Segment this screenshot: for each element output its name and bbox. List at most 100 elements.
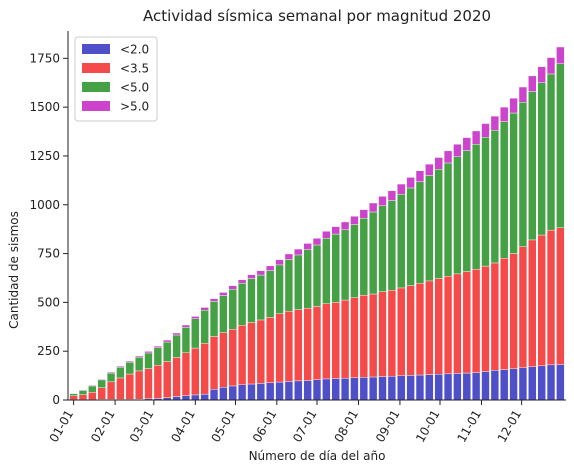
y-tick-label-1750: 1750 bbox=[29, 51, 60, 65]
bar-segment-s2-w12 bbox=[172, 334, 181, 358]
bar-segment-s0-w39 bbox=[425, 374, 434, 401]
bar-segment-s2-w18 bbox=[228, 289, 237, 330]
bar-segment-s3-w20 bbox=[247, 274, 256, 279]
legend-label-0: <2.0 bbox=[120, 43, 149, 57]
bar-segment-s2-w13 bbox=[181, 327, 191, 353]
bar-segment-s1-w30 bbox=[340, 299, 350, 379]
bar-segment-s0-w19 bbox=[237, 384, 247, 401]
bar-segment-s3-w43 bbox=[462, 137, 471, 151]
bar-segment-s1-w18 bbox=[228, 329, 237, 387]
bar-segment-s2-w2 bbox=[78, 390, 88, 395]
bar-segment-s3-w2 bbox=[78, 389, 88, 391]
bar-segment-s0-w49 bbox=[518, 367, 528, 401]
bar-segment-s2-w9 bbox=[144, 352, 153, 369]
bar-segment-s3-w53 bbox=[556, 46, 565, 64]
bar-segment-s3-w13 bbox=[181, 324, 191, 328]
bar-segment-s1-w52 bbox=[546, 229, 556, 366]
bar-segment-s2-w33 bbox=[369, 211, 378, 295]
y-tick-label-250: 250 bbox=[37, 344, 60, 358]
y-tick-label-1500: 1500 bbox=[29, 100, 60, 114]
bar-segment-s3-w5 bbox=[106, 371, 116, 374]
bar-segment-s2-w4 bbox=[97, 379, 106, 388]
bar-segment-s1-w12 bbox=[172, 357, 181, 397]
bar-segment-s1-w21 bbox=[256, 319, 265, 384]
bar-segment-s2-w21 bbox=[256, 274, 265, 321]
bar-segment-s2-w36 bbox=[397, 194, 406, 289]
bar-segment-s0-w27 bbox=[312, 379, 322, 401]
bar-segment-s1-w53 bbox=[556, 227, 565, 365]
bar-segment-s2-w41 bbox=[443, 162, 453, 277]
bar-segment-s3-w37 bbox=[406, 177, 415, 189]
bar-segment-s1-w10 bbox=[153, 365, 162, 399]
bar-segment-s2-w48 bbox=[509, 112, 518, 254]
bar-segment-s0-w38 bbox=[415, 374, 425, 401]
x-axis-label: Número de día del año bbox=[249, 449, 386, 463]
bar-segment-s3-w16 bbox=[209, 298, 219, 302]
bar-segment-s1-w14 bbox=[191, 347, 200, 396]
x-tick-label-04-01: 04-01 bbox=[168, 408, 198, 445]
bar-segment-s1-w28 bbox=[322, 303, 331, 380]
bar-segment-s3-w51 bbox=[537, 66, 546, 83]
bar-segment-s3-w4 bbox=[97, 378, 106, 381]
bar-segment-s1-w2 bbox=[78, 394, 88, 400]
bar-segment-s3-w3 bbox=[88, 384, 97, 387]
bar-segment-s0-w52 bbox=[546, 364, 556, 401]
bar-segment-s2-w5 bbox=[106, 372, 116, 383]
bar-segment-s1-w17 bbox=[219, 332, 228, 388]
bar-segment-s1-w7 bbox=[125, 373, 134, 400]
bar-segment-s2-w22 bbox=[266, 270, 275, 318]
bar-segment-s3-w40 bbox=[434, 157, 443, 170]
bar-segment-s3-w45 bbox=[481, 123, 490, 138]
bar-segment-s3-w38 bbox=[415, 170, 425, 182]
x-tick-label-11-01: 11-01 bbox=[455, 407, 485, 444]
x-tick-label-08-01: 08-01 bbox=[332, 408, 362, 445]
bar-segment-s2-w10 bbox=[153, 347, 162, 366]
bar-segment-s2-w51 bbox=[537, 82, 546, 236]
bar-segment-s3-w7 bbox=[125, 360, 134, 363]
bar-segment-s0-w35 bbox=[387, 375, 397, 401]
bar-segment-s0-w42 bbox=[453, 373, 462, 401]
y-axis-label: Cantidad de sismos bbox=[7, 211, 21, 329]
bar-segment-s1-w37 bbox=[406, 285, 415, 376]
bar-segment-s3-w25 bbox=[294, 248, 303, 256]
bar-segment-s3-w14 bbox=[191, 316, 200, 319]
bar-segment-s2-w39 bbox=[425, 175, 434, 282]
bar-segment-s0-w36 bbox=[397, 375, 406, 401]
bar-segment-s1-w50 bbox=[528, 239, 537, 367]
legend-swatch-1 bbox=[82, 63, 110, 73]
bar-segment-s0-w33 bbox=[369, 376, 378, 401]
bar-segment-s3-w32 bbox=[359, 209, 368, 219]
bar-segment-s3-w8 bbox=[135, 355, 144, 358]
chart-title: Actividad sísmica semanal por magnitud 2… bbox=[143, 7, 491, 25]
bar-segment-s2-w17 bbox=[219, 295, 228, 333]
bar-segment-s3-w34 bbox=[378, 196, 387, 206]
bar-segment-s1-w34 bbox=[378, 291, 387, 377]
bar-segment-s0-w24 bbox=[284, 381, 294, 401]
bar-segment-s1-w41 bbox=[443, 276, 453, 375]
bar-segment-s1-w47 bbox=[500, 258, 509, 370]
bar-segment-s0-w12 bbox=[172, 396, 181, 401]
bar-segment-s3-w39 bbox=[425, 163, 434, 176]
legend-label-2: <5.0 bbox=[120, 81, 149, 95]
legend-swatch-3 bbox=[82, 101, 110, 111]
bar-segment-s0-w50 bbox=[528, 366, 537, 401]
bar-segment-s1-w22 bbox=[266, 317, 275, 384]
bar-segment-s1-w4 bbox=[97, 387, 106, 400]
bar-segment-s0-w20 bbox=[247, 383, 256, 401]
bar-segment-s0-w34 bbox=[378, 376, 387, 401]
bar-segment-s2-w7 bbox=[125, 362, 134, 375]
bar-segment-s2-w44 bbox=[472, 144, 481, 270]
x-tick-label-03-01: 03-01 bbox=[127, 408, 157, 445]
bar-segment-s1-w49 bbox=[518, 246, 528, 368]
bar-segment-s1-w31 bbox=[350, 297, 359, 378]
bar-segment-s1-w29 bbox=[331, 302, 340, 379]
bar-segment-s2-w19 bbox=[237, 283, 247, 326]
bar-segment-s1-w39 bbox=[425, 280, 434, 375]
bar-segment-s0-w18 bbox=[228, 385, 237, 401]
bar-segment-s3-w15 bbox=[200, 307, 209, 311]
bar-segment-s2-w32 bbox=[359, 218, 368, 296]
bar-segment-s0-w43 bbox=[462, 372, 471, 401]
bar-segment-s3-w1 bbox=[69, 392, 78, 394]
bar-segment-s3-w24 bbox=[284, 253, 294, 260]
